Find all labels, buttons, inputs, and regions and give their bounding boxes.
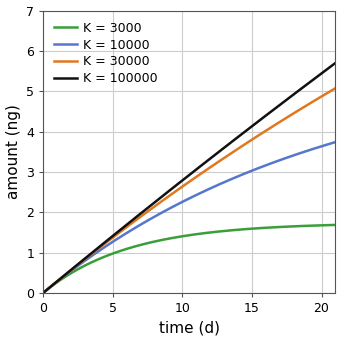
K = 10000	[180, 200, 184, 204]
K = 100000	[281, 101, 285, 105]
K = 30000	[182, 183, 186, 188]
Line: K = 100000: K = 100000	[43, 63, 336, 293]
K = 3000	[41, 291, 45, 295]
K = 100000	[333, 61, 338, 65]
K = 100000	[215, 151, 219, 155]
K = 100000	[182, 177, 186, 181]
K = 100000	[199, 163, 203, 167]
K = 3000	[182, 234, 186, 238]
K = 100000	[326, 66, 330, 70]
Line: K = 3000: K = 3000	[43, 225, 336, 293]
K = 10000	[333, 140, 338, 144]
X-axis label: time (d): time (d)	[159, 321, 220, 336]
K = 30000	[333, 86, 338, 90]
K = 30000	[199, 172, 203, 176]
Y-axis label: amount (ng): amount (ng)	[5, 104, 20, 199]
K = 10000	[182, 199, 186, 203]
K = 10000	[326, 142, 330, 146]
K = 3000	[180, 234, 184, 238]
K = 3000	[281, 225, 285, 229]
K = 10000	[281, 157, 285, 161]
K = 10000	[41, 291, 45, 295]
Legend: K = 3000, K = 10000, K = 30000, K = 100000: K = 3000, K = 10000, K = 30000, K = 1000…	[49, 17, 163, 90]
K = 3000	[199, 232, 203, 236]
K = 10000	[215, 183, 219, 187]
K = 100000	[41, 291, 45, 295]
K = 3000	[215, 229, 219, 234]
K = 30000	[326, 90, 330, 94]
K = 30000	[41, 291, 45, 295]
Line: K = 10000: K = 10000	[43, 142, 336, 293]
K = 30000	[281, 118, 285, 122]
Line: K = 30000: K = 30000	[43, 88, 336, 293]
K = 30000	[215, 161, 219, 165]
K = 100000	[180, 179, 184, 183]
K = 3000	[326, 223, 330, 227]
K = 3000	[333, 223, 338, 227]
K = 10000	[199, 191, 203, 195]
K = 30000	[180, 185, 184, 189]
